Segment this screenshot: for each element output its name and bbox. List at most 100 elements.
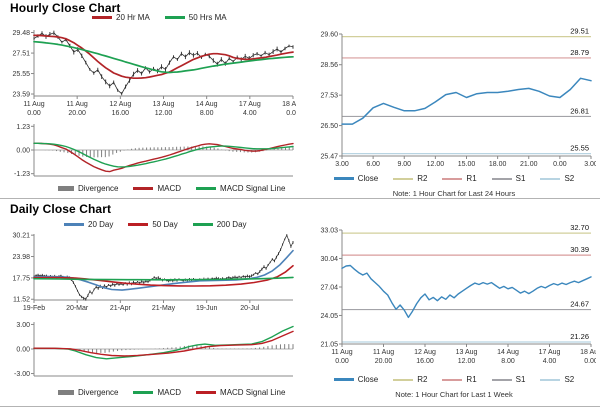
hourly-price-chart: 29.48 27.51 25.55 23.59 11 Aug 0.00 11 Aug 20.0… [12, 30, 296, 116]
svg-text:11 Aug: 11 Aug [331, 349, 352, 356]
legend-item-50hr-ma: 50 Hrs MA [164, 13, 227, 22]
line-swatch-icon [393, 378, 414, 381]
svg-text:30.21: 30.21 [12, 233, 30, 240]
daily-ma-legend: 20 Day 50 Day 200 Day [64, 220, 247, 229]
line-swatch-icon [64, 223, 84, 226]
line-swatch-icon [133, 391, 154, 394]
svg-text:26.50: 26.50 [320, 123, 338, 130]
svg-text:1.23: 1.23 [16, 124, 30, 131]
legend-item-s2: S2 [540, 174, 574, 183]
svg-text:12.00: 12.00 [427, 161, 445, 168]
legend-label: R2 [417, 174, 428, 183]
svg-text:30.04: 30.04 [320, 256, 338, 263]
line-swatch-icon [393, 177, 414, 180]
svg-text:0.00: 0.00 [335, 358, 349, 365]
svg-text:13 Aug: 13 Aug [456, 349, 478, 356]
svg-text:18 Aug: 18 Aug [580, 349, 596, 356]
legend-label: R2 [417, 375, 428, 384]
svg-text:13 Aug: 13 Aug [153, 101, 175, 108]
svg-text:0.00: 0.00 [584, 358, 596, 365]
legend-item-close: Close [333, 174, 378, 183]
svg-text:29.60: 29.60 [320, 32, 338, 39]
svg-text:27.04: 27.04 [320, 285, 338, 292]
svg-text:4.00: 4.00 [243, 110, 257, 116]
svg-text:11 Aug: 11 Aug [23, 101, 44, 108]
line-swatch-icon [333, 177, 354, 180]
line-swatch-icon [196, 187, 217, 190]
legend-label: R1 [466, 174, 477, 183]
hourly-pivot-note: Note: 1 Hour Chart for Last 24 Hours [392, 189, 516, 198]
svg-text:11 Aug: 11 Aug [373, 349, 394, 356]
legend-item-close: Close [333, 375, 379, 384]
legend-item-divergence: Divergence [58, 388, 118, 397]
daily-section-title: Daily Close Chart [10, 202, 112, 216]
svg-text:14 Aug: 14 Aug [196, 101, 218, 108]
svg-text:16.00: 16.00 [416, 358, 434, 365]
svg-text:24.67: 24.67 [570, 300, 589, 309]
svg-text:21-Apr: 21-Apr [110, 305, 132, 312]
svg-text:29.51: 29.51 [570, 27, 589, 36]
legend-label: 200 Day [216, 220, 247, 229]
svg-text:8.00: 8.00 [501, 358, 515, 365]
hourly-ma-legend: 20 Hr MA 50 Hrs MA [92, 13, 227, 22]
svg-text:21.26: 21.26 [570, 332, 589, 341]
legend-label: Divergence [78, 184, 119, 193]
legend-label: S1 [515, 375, 526, 384]
line-swatch-icon [133, 187, 154, 190]
legend-label: MACD Signal Line [220, 388, 286, 397]
svg-text:0.00: 0.00 [27, 110, 41, 116]
svg-text:8.00: 8.00 [200, 110, 214, 116]
svg-text:0.00: 0.00 [553, 161, 567, 168]
legend-item-50day: 50 Day [128, 220, 178, 229]
line-swatch-icon [491, 177, 512, 180]
svg-text:17 Aug: 17 Aug [239, 101, 261, 108]
legend-label: MACD [157, 388, 182, 397]
legend-item-macd-signal: MACD Signal Line [196, 184, 285, 193]
legend-item-macd-signal: MACD Signal Line [196, 388, 285, 397]
daily-macd-chart: 3.00 0.00 -3.00 [14, 322, 294, 378]
hourly-macd-chart: 1.23 0.00 -1.23 [14, 124, 294, 178]
svg-text:23.59: 23.59 [12, 92, 30, 99]
legend-label: Divergence [78, 388, 119, 397]
daily-macd-legend: Divergence MACD MACD Signal Line [58, 388, 285, 397]
bar-swatch-icon [58, 186, 74, 191]
hourly-pivot-chart: 29.51 28.79 26.81 25.55 29.60 28.56 27.53 26.50… [320, 27, 596, 168]
svg-text:0.00: 0.00 [16, 148, 30, 155]
svg-text:-3.00: -3.00 [14, 371, 30, 378]
svg-text:-1.23: -1.23 [14, 171, 30, 178]
line-swatch-icon [128, 223, 149, 226]
legend-item-macd: MACD [133, 184, 181, 193]
svg-text:14 Aug: 14 Aug [497, 349, 519, 356]
svg-text:17 Aug: 17 Aug [539, 349, 561, 356]
svg-text:12.00: 12.00 [155, 110, 173, 116]
svg-text:28.56: 28.56 [320, 62, 338, 69]
hourly-section-title: Hourly Close Chart [10, 1, 121, 15]
line-swatch-icon [333, 378, 354, 381]
daily-pivot-note: Note: 1 Hour Chart for Last 1 Week [395, 390, 513, 399]
daily-pivot-legend: Close R2 R1 S1 S2 [310, 375, 598, 384]
svg-text:19-Feb: 19-Feb [23, 305, 45, 312]
svg-text:25.55: 25.55 [570, 144, 589, 153]
svg-text:23.98: 23.98 [12, 254, 30, 261]
bar-swatch-icon [58, 390, 74, 395]
svg-text:20-Mar: 20-Mar [66, 305, 89, 312]
svg-text:21.00: 21.00 [520, 161, 538, 168]
legend-label: S2 [564, 375, 575, 384]
svg-text:20-Jul: 20-Jul [240, 305, 260, 312]
legend-item-s1: S1 [491, 375, 526, 384]
line-swatch-icon [442, 378, 463, 381]
svg-text:20.00: 20.00 [68, 110, 86, 116]
legend-item-macd: MACD [133, 388, 181, 397]
legend-item-s1: S1 [491, 174, 525, 183]
svg-text:15.00: 15.00 [458, 161, 476, 168]
svg-text:3.00: 3.00 [16, 322, 30, 329]
svg-text:29.48: 29.48 [12, 30, 30, 37]
svg-text:25.55: 25.55 [12, 71, 30, 78]
legend-item-20hr-ma: 20 Hr MA [92, 13, 150, 22]
section-divider [0, 198, 600, 199]
line-swatch-icon [491, 378, 512, 381]
line-swatch-icon [442, 177, 463, 180]
legend-item-s2: S2 [540, 375, 574, 384]
legend-label: Close [357, 375, 379, 384]
